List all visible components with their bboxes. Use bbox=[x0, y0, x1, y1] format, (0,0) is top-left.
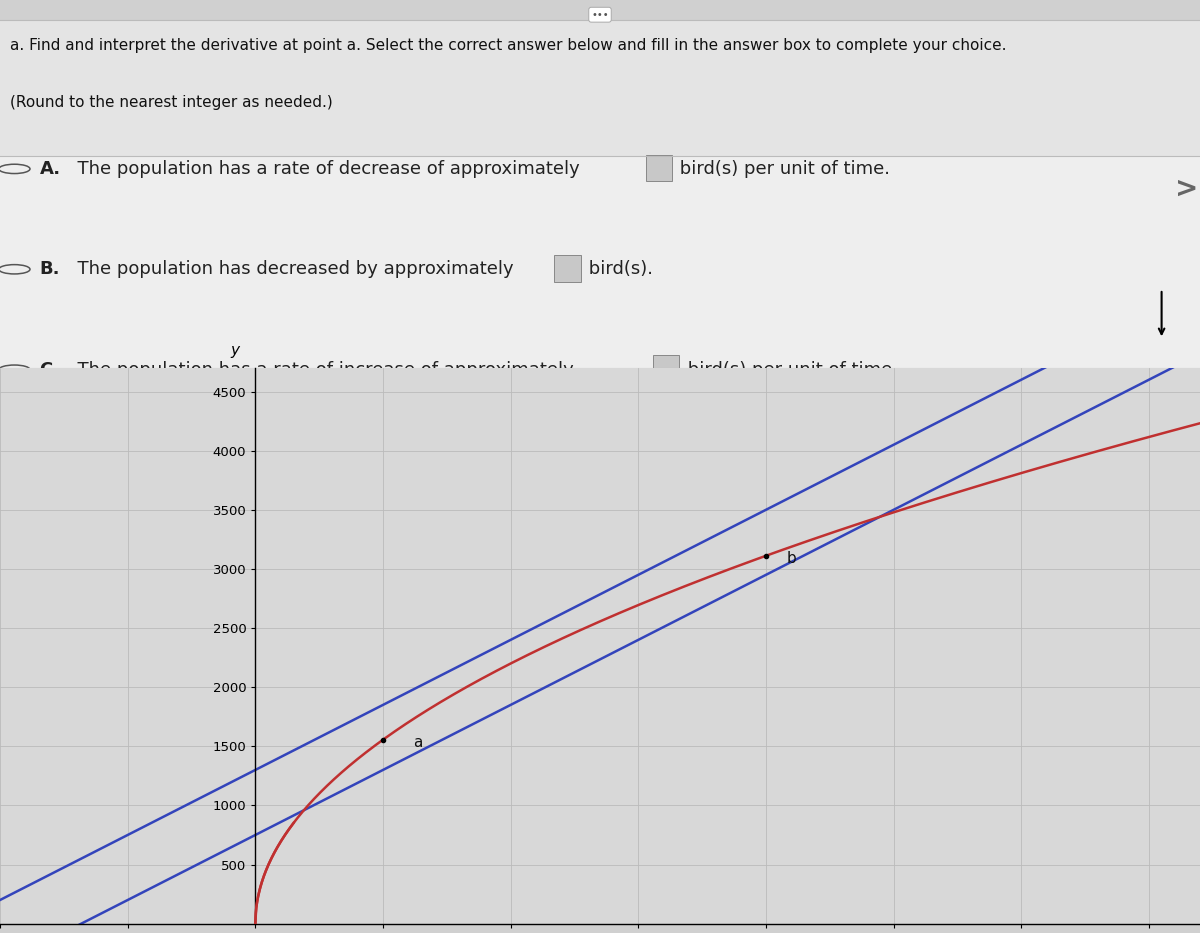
Bar bbox=[0, 21, 1200, 157]
Text: a: a bbox=[414, 735, 422, 750]
Bar bbox=[653, 355, 679, 383]
Bar bbox=[0, 157, 1200, 368]
Text: The population has a rate of increase of approximately: The population has a rate of increase of… bbox=[66, 361, 580, 379]
Bar bbox=[554, 255, 581, 282]
Text: C.: C. bbox=[40, 361, 60, 379]
Text: (Round to the nearest integer as needed.): (Round to the nearest integer as needed.… bbox=[10, 95, 332, 110]
Text: A.: A. bbox=[40, 160, 61, 178]
Text: bird(s) per unit of time.: bird(s) per unit of time. bbox=[682, 361, 898, 379]
Text: •••: ••• bbox=[592, 9, 608, 20]
Bar bbox=[646, 155, 672, 181]
Text: The population has decreased by approximately: The population has decreased by approxim… bbox=[66, 260, 520, 278]
Text: >: > bbox=[1176, 174, 1199, 202]
Text: bird(s) per unit of time.: bird(s) per unit of time. bbox=[674, 160, 890, 178]
Text: a. Find and interpret the derivative at point a. Select the correct answer below: a. Find and interpret the derivative at … bbox=[10, 38, 1006, 53]
Text: The population has a rate of decrease of approximately: The population has a rate of decrease of… bbox=[66, 160, 586, 178]
Text: B.: B. bbox=[40, 260, 60, 278]
Text: b: b bbox=[786, 550, 796, 565]
Text: bird(s).: bird(s). bbox=[583, 260, 653, 278]
Text: y: y bbox=[230, 343, 239, 358]
